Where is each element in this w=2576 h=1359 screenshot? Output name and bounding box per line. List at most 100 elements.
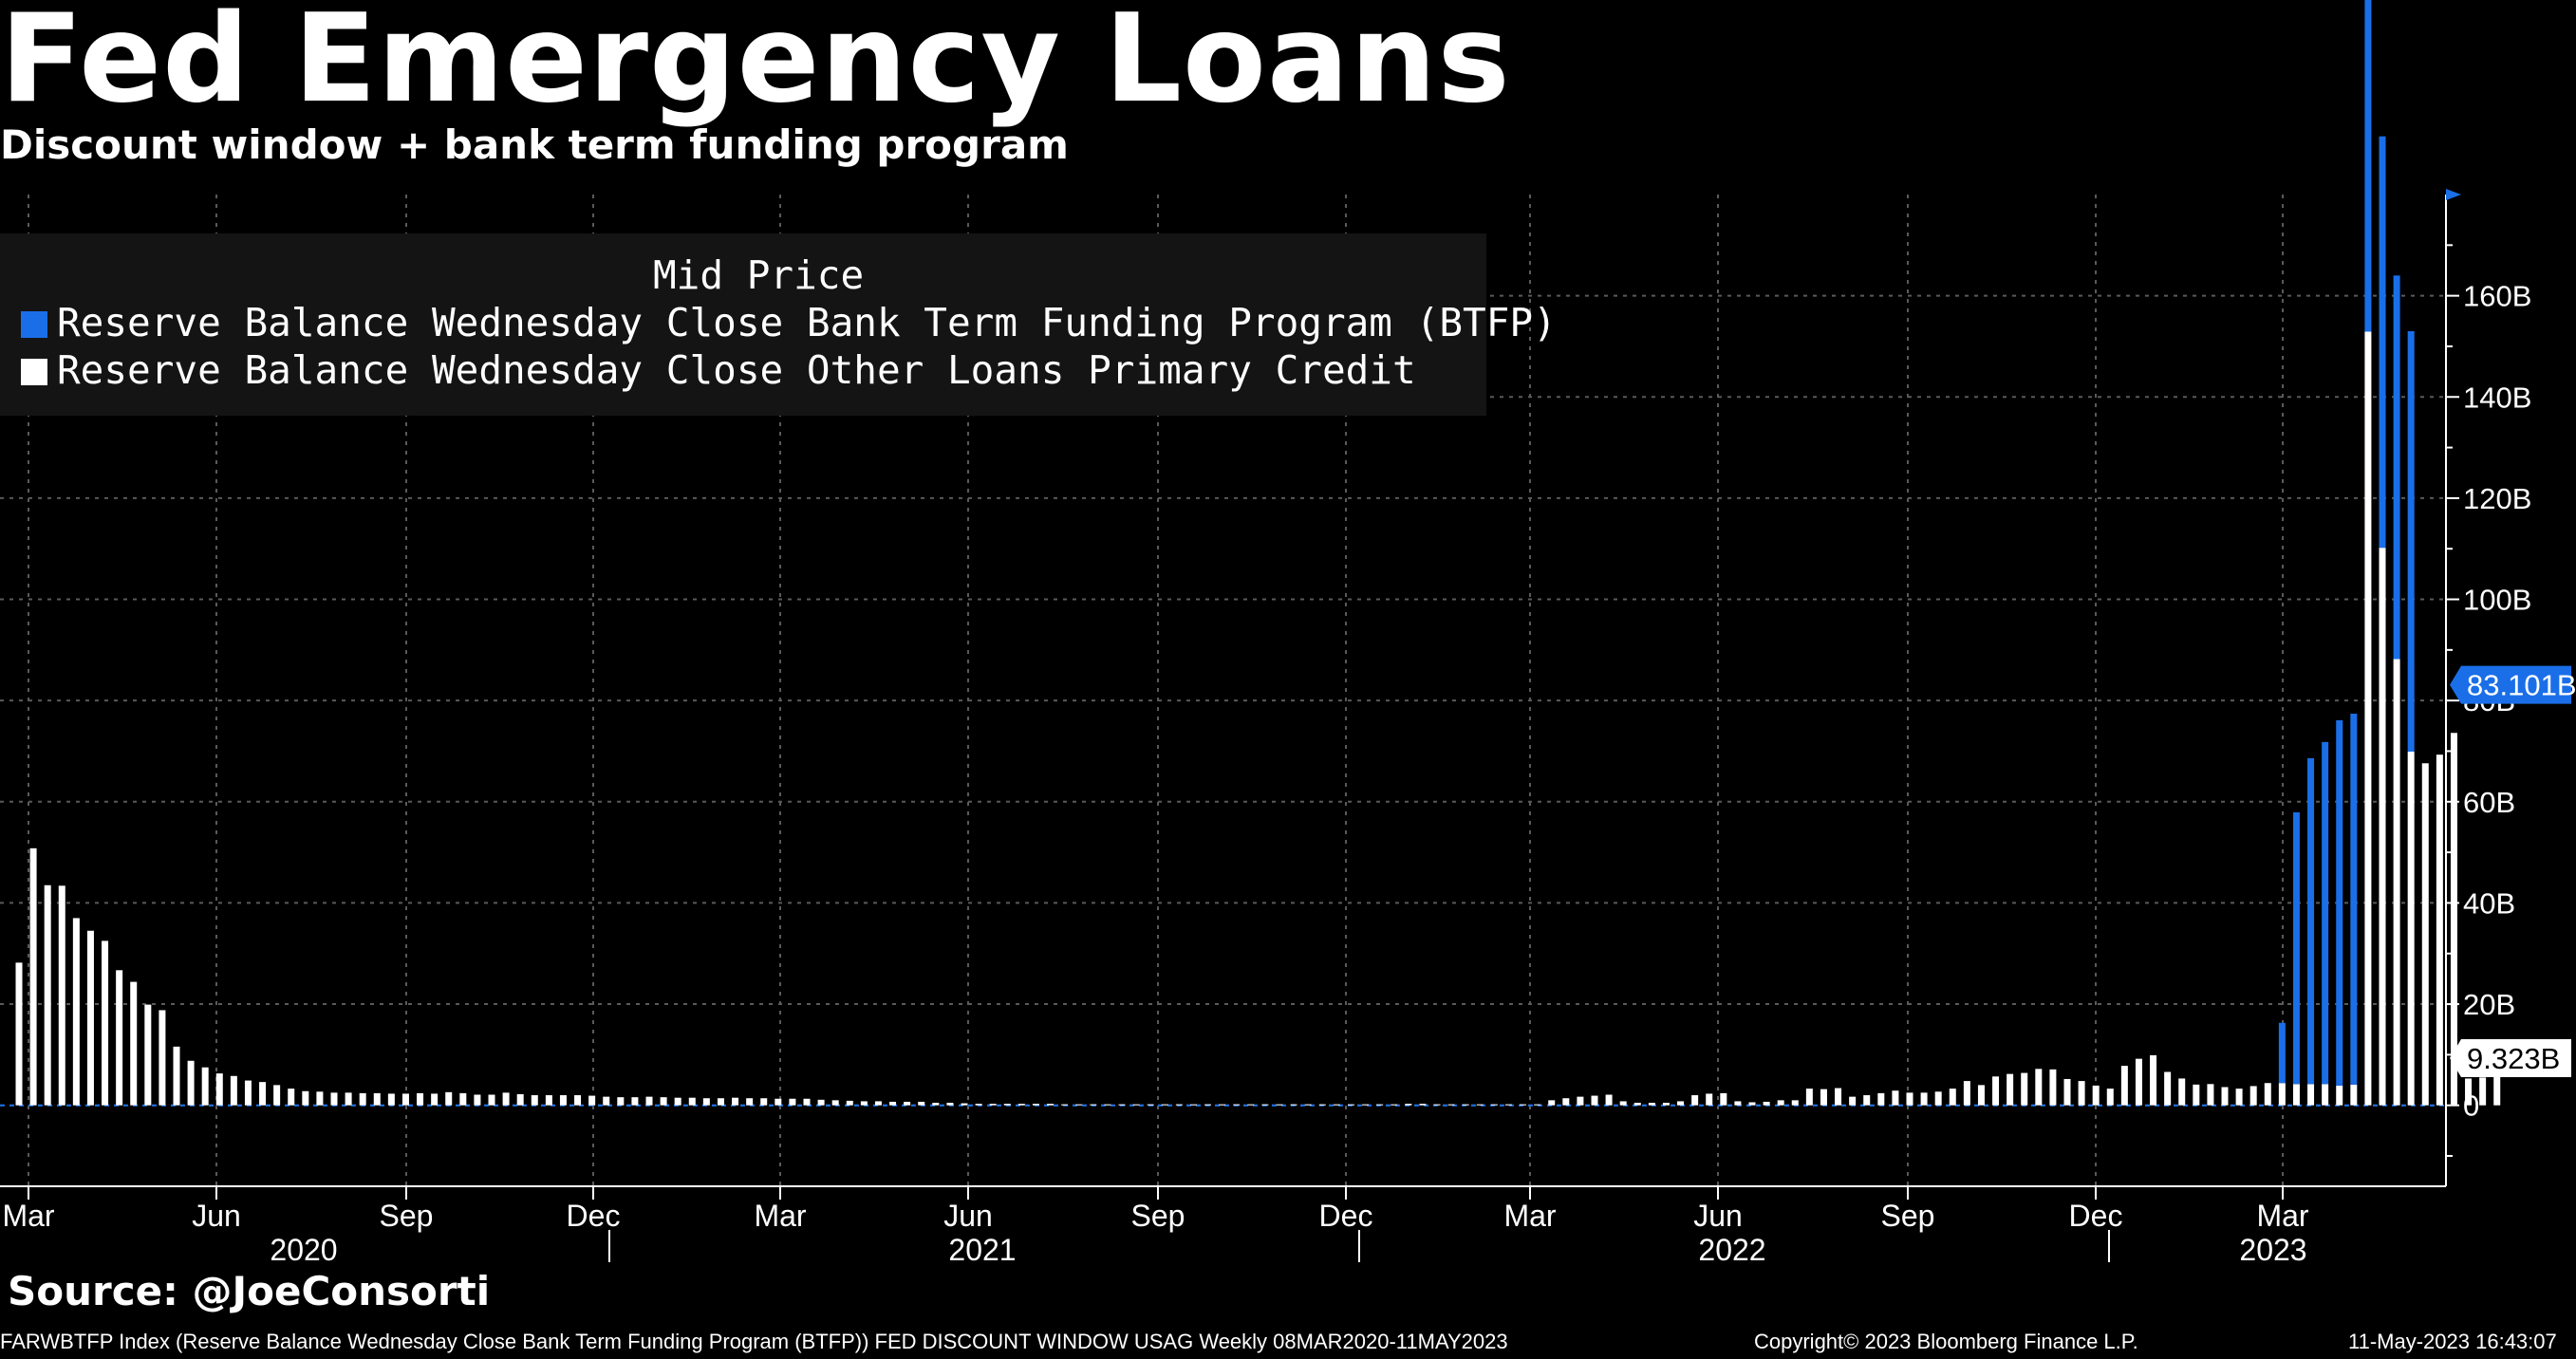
source-note: Source: @JoeConsorti bbox=[8, 1268, 491, 1314]
y-tick-label: 160B bbox=[2463, 280, 2531, 313]
bar-primary-credit bbox=[2235, 1089, 2243, 1106]
bar-primary-credit bbox=[617, 1097, 625, 1106]
x-tick-label: Jun bbox=[943, 1199, 993, 1233]
bar-primary-credit bbox=[559, 1095, 567, 1106]
x-tick-label: Sep bbox=[1881, 1199, 1935, 1233]
chart-canvas: 020B40B60B80B100B120B140B160BMarJunSepDe… bbox=[0, 0, 2576, 1262]
bar-primary-credit bbox=[1447, 1104, 1455, 1106]
bar-primary-credit bbox=[1161, 1104, 1168, 1106]
bar-primary-credit bbox=[401, 1093, 409, 1106]
bar-primary-credit bbox=[760, 1098, 768, 1106]
bar-primary-credit bbox=[215, 1073, 223, 1106]
bar-primary-credit bbox=[803, 1098, 811, 1106]
bar-primary-credit bbox=[1075, 1104, 1083, 1106]
bar-primary-credit bbox=[2193, 1084, 2200, 1106]
year-label: 2020 bbox=[270, 1233, 337, 1262]
bar-primary-credit bbox=[1104, 1104, 1111, 1106]
bar-primary-credit bbox=[2350, 1084, 2358, 1106]
bar-primary-credit bbox=[1032, 1104, 1039, 1106]
y-tick-label: 100B bbox=[2463, 584, 2531, 617]
bar-primary-credit bbox=[173, 1046, 180, 1106]
bar-primary-credit bbox=[1347, 1104, 1354, 1106]
x-tick-label: Sep bbox=[380, 1199, 434, 1233]
bar-primary-credit bbox=[1290, 1104, 1297, 1106]
legend-item-primary-credit: Reserve Balance Wednesday Close Other Lo… bbox=[21, 347, 1416, 393]
bar-primary-credit bbox=[2021, 1072, 2028, 1106]
bar-primary-credit bbox=[2336, 1085, 2343, 1106]
bar-btfp bbox=[2364, 0, 2372, 332]
legend-label-btfp: Reserve Balance Wednesday Close Bank Ter… bbox=[57, 300, 1557, 345]
bar-primary-credit bbox=[373, 1092, 381, 1106]
bar-primary-credit bbox=[746, 1098, 754, 1106]
bar-primary-credit bbox=[1017, 1104, 1025, 1106]
bar-primary-credit bbox=[1247, 1104, 1255, 1106]
bar-btfp bbox=[2379, 136, 2386, 549]
bar-primary-credit bbox=[288, 1089, 295, 1106]
bar-primary-credit bbox=[44, 884, 51, 1106]
bar-primary-credit bbox=[1433, 1104, 1441, 1106]
bar-primary-credit bbox=[874, 1101, 882, 1106]
bar-primary-credit bbox=[2007, 1073, 2014, 1106]
bar-primary-credit bbox=[1061, 1104, 1069, 1106]
bar-primary-credit bbox=[1835, 1088, 1842, 1106]
bar-primary-credit bbox=[1677, 1101, 1685, 1106]
bar-primary-credit bbox=[1805, 1089, 1813, 1106]
bar-primary-credit bbox=[15, 962, 23, 1106]
bar-primary-credit bbox=[1934, 1091, 1942, 1106]
bar-primary-credit bbox=[932, 1103, 940, 1106]
bar-primary-credit bbox=[1318, 1104, 1326, 1106]
bar-primary-credit bbox=[1820, 1089, 1827, 1106]
y-tick-label: 40B bbox=[2463, 886, 2515, 920]
legend-swatch-white bbox=[21, 359, 47, 385]
x-tick-label: Dec bbox=[567, 1199, 621, 1233]
bar-btfp bbox=[2407, 330, 2415, 753]
bar-primary-credit bbox=[2278, 1083, 2286, 1106]
bar-primary-credit bbox=[1362, 1104, 1370, 1106]
bar-series bbox=[15, 0, 2501, 1106]
bar-btfp bbox=[2393, 275, 2400, 660]
bar-primary-credit bbox=[1977, 1085, 1985, 1106]
bar-primary-credit bbox=[2407, 752, 2415, 1106]
y-tick-label: 60B bbox=[2463, 786, 2515, 819]
bar-primary-credit bbox=[1204, 1104, 1212, 1106]
bar-primary-credit bbox=[445, 1091, 453, 1106]
bar-primary-credit bbox=[2421, 763, 2429, 1106]
bar-primary-credit bbox=[702, 1098, 710, 1106]
bar-primary-credit bbox=[116, 970, 123, 1106]
bar-primary-credit bbox=[904, 1101, 911, 1106]
bar-primary-credit bbox=[1419, 1104, 1427, 1106]
bar-primary-credit bbox=[2106, 1089, 2114, 1106]
bar-primary-credit bbox=[1534, 1104, 1541, 1106]
bar-primary-credit bbox=[1090, 1104, 1097, 1106]
legend-item-btfp: Reserve Balance Wednesday Close Bank Ter… bbox=[21, 300, 1557, 345]
bar-primary-credit bbox=[2264, 1083, 2271, 1106]
bar-primary-credit bbox=[1662, 1103, 1670, 1106]
bar-primary-credit bbox=[259, 1082, 267, 1106]
bar-primary-credit bbox=[1992, 1076, 2000, 1106]
bar-primary-credit bbox=[159, 1010, 166, 1106]
year-label: 2021 bbox=[948, 1233, 1016, 1262]
bar-primary-credit bbox=[1147, 1104, 1154, 1106]
bar-primary-credit bbox=[102, 940, 109, 1106]
bar-btfp bbox=[2307, 757, 2315, 1085]
y-tick-label: 120B bbox=[2463, 482, 2531, 515]
bar-primary-credit bbox=[1748, 1102, 1756, 1106]
bar-primary-credit bbox=[1132, 1104, 1140, 1106]
bar-primary-credit bbox=[1405, 1104, 1412, 1106]
bar-primary-credit bbox=[717, 1098, 724, 1106]
bar-primary-credit bbox=[29, 847, 37, 1106]
bar-primary-credit bbox=[1175, 1104, 1183, 1106]
bar-primary-credit bbox=[2135, 1058, 2142, 1106]
bar-primary-credit bbox=[775, 1098, 782, 1106]
x-tick-label: Mar bbox=[2, 1199, 54, 1233]
bar-primary-credit bbox=[1548, 1100, 1556, 1106]
bar-primary-credit bbox=[201, 1067, 209, 1106]
bar-primary-credit bbox=[1720, 1092, 1727, 1106]
bar-primary-credit bbox=[488, 1094, 495, 1106]
bar-primary-credit bbox=[831, 1100, 839, 1106]
bar-primary-credit bbox=[2078, 1081, 2085, 1106]
bar-primary-credit bbox=[860, 1101, 868, 1106]
bar-primary-credit bbox=[817, 1099, 825, 1106]
bar-primary-credit bbox=[1261, 1104, 1269, 1106]
bar-primary-credit bbox=[2465, 1078, 2473, 1106]
